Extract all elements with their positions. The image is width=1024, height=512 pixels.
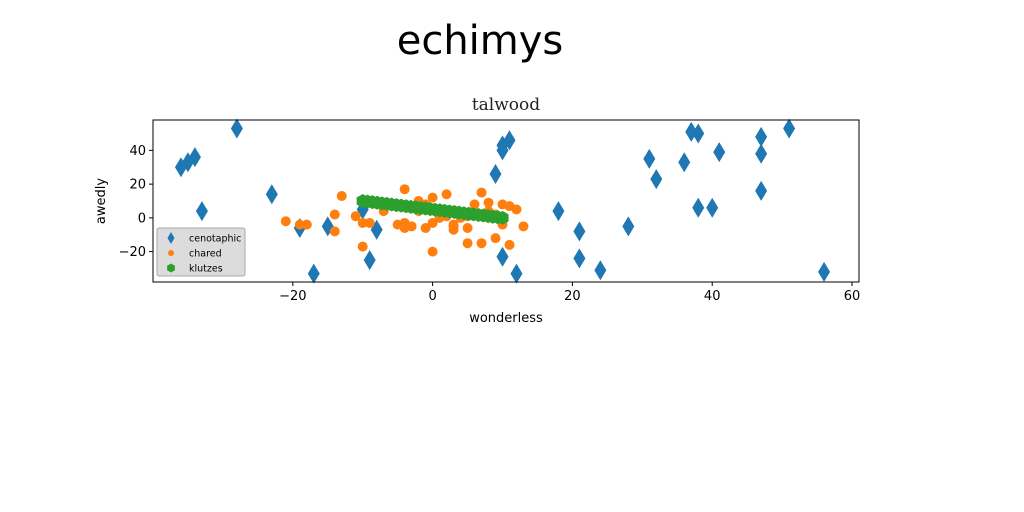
point-cenotaphic [308, 264, 320, 284]
point-cenotaphic [622, 216, 634, 236]
point-chared [358, 242, 368, 252]
point-cenotaphic [755, 144, 767, 164]
tick-layer: −20 0 20 40 60 −20 0 20 40 [119, 144, 861, 304]
plot-area [175, 118, 830, 283]
point-cenotaphic [573, 248, 585, 268]
x-tick-label: −20 [279, 289, 306, 304]
point-chared [400, 184, 410, 194]
point-chared [337, 191, 347, 201]
point-chared [491, 233, 501, 243]
point-cenotaphic [643, 149, 655, 169]
legend-marker-chared [168, 250, 174, 256]
point-chared [330, 210, 340, 220]
point-cenotaphic [497, 247, 509, 267]
point-chared [365, 218, 375, 228]
point-chared [484, 198, 494, 208]
point-cenotaphic [266, 184, 278, 204]
point-cenotaphic [818, 262, 830, 282]
point-chared [281, 216, 291, 226]
x-axis-label: wonderless [469, 311, 543, 326]
y-tick-label: 0 [138, 211, 146, 226]
point-cenotaphic [692, 198, 704, 218]
point-chared [463, 238, 473, 248]
x-tick-label: 60 [844, 289, 861, 304]
x-tick-label: 0 [428, 289, 436, 304]
point-chared [511, 204, 521, 214]
point-cenotaphic [755, 181, 767, 201]
point-chared [463, 223, 473, 233]
point-cenotaphic [364, 250, 376, 270]
chart-title: talwood [472, 95, 540, 115]
point-chared [428, 247, 438, 257]
legend-label-klutzes: klutzes [189, 264, 223, 275]
point-cenotaphic [678, 152, 690, 172]
point-cenotaphic [196, 201, 208, 221]
point-cenotaphic [650, 169, 662, 189]
point-cenotaphic [594, 260, 606, 280]
y-axis-label: awedly [94, 178, 109, 224]
x-tick-label: 20 [564, 289, 581, 304]
point-cenotaphic [783, 118, 795, 138]
y-tick-label: −20 [119, 245, 146, 260]
point-cenotaphic [510, 264, 522, 284]
legend-label-cenotaphic: cenotaphic [189, 234, 241, 245]
point-chared [477, 238, 487, 248]
point-cenotaphic [573, 221, 585, 241]
legend: cenotaphic chared klutzes [157, 228, 245, 276]
point-chared [504, 240, 514, 250]
point-chared [477, 188, 487, 198]
x-tick-label: 40 [704, 289, 721, 304]
point-chared [302, 220, 312, 230]
point-chared [442, 189, 452, 199]
point-cenotaphic [713, 142, 725, 162]
y-tick-label: 40 [129, 144, 146, 159]
point-chared [470, 199, 480, 209]
point-cenotaphic [231, 118, 243, 138]
y-tick-label: 20 [129, 178, 146, 193]
point-chared [428, 193, 438, 203]
point-chared [407, 221, 417, 231]
point-cenotaphic [552, 201, 564, 221]
point-chared [330, 226, 340, 236]
point-cenotaphic [490, 164, 502, 184]
legend-label-chared: chared [189, 249, 222, 260]
point-chared [449, 221, 459, 231]
point-cenotaphic [706, 198, 718, 218]
point-chared [518, 221, 528, 231]
